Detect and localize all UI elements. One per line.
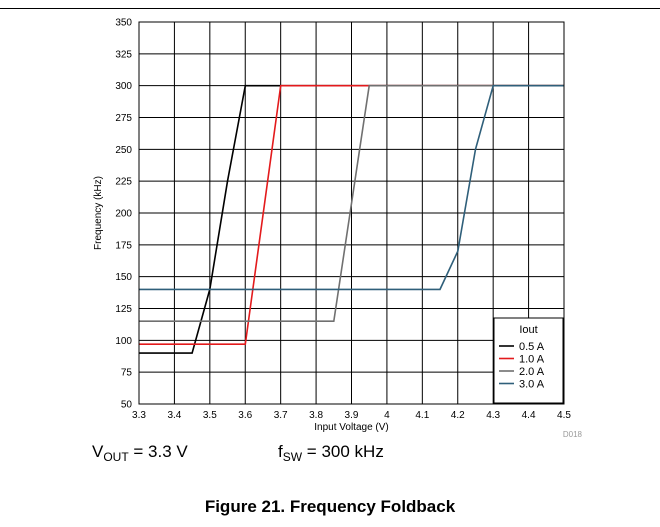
fsw-value: = 300 kHz [302, 442, 384, 461]
legend-label: 1.0 A [519, 354, 545, 366]
x-tick-label: 4 [384, 410, 390, 421]
y-tick-label: 300 [115, 81, 132, 92]
x-tick-label: 3.6 [238, 410, 252, 421]
y-tick-label: 175 [115, 240, 132, 251]
y-tick-label: 250 [115, 145, 132, 156]
x-tick-label: 4.3 [486, 410, 500, 421]
y-tick-labels: 50 75 100 125 150 175 200 225 250 275 300 325 350 [115, 18, 132, 411]
series-line-2-0-A [139, 84, 564, 323]
x-tick-label: 3.8 [309, 410, 323, 421]
y-tick-label: 275 [115, 113, 132, 124]
vout-condition: VOUT = 3.3 V [92, 442, 188, 464]
frequency-foldback-chart: 3.3 3.4 3.5 3.6 3.7 3.8 3.9 4 4.1 4.2 4.3 4.4 4.5 50… [93, 18, 583, 440]
y-tick-label: 150 [115, 272, 132, 283]
x-tick-labels: 3.3 3.4 3.5 3.6 3.7 3.8 3.9 4 4.1 4.2 4.3 4.4 4.5 [132, 410, 571, 421]
x-tick-label: 3.5 [203, 410, 217, 421]
vout-value: = 3.3 V [128, 442, 188, 461]
legend-label: 2.0 A [519, 366, 545, 378]
y-tick-label: 125 [115, 304, 132, 315]
legend-label: 3.0 A [519, 379, 545, 391]
y-tick-label: 75 [121, 368, 133, 379]
x-tick-label: 3.3 [132, 410, 146, 421]
top-rule [0, 8, 660, 9]
y-tick-label: 225 [115, 177, 132, 188]
legend-box [493, 317, 564, 404]
fsw-symbol: f [278, 442, 283, 461]
y-tick-label: 350 [115, 18, 132, 29]
legend-title: Iout [519, 324, 537, 336]
legend-label: 0.5 A [519, 341, 545, 353]
x-tick-label: 4.5 [557, 410, 571, 421]
x-tick-label: 3.9 [345, 410, 359, 421]
x-tick-label: 4.4 [522, 410, 536, 421]
fsw-subscript: SW [282, 450, 303, 464]
chart-series [139, 84, 564, 354]
x-tick-label: 3.4 [167, 410, 181, 421]
vout-symbol: V [92, 442, 104, 461]
vout-subscript: OUT [103, 450, 129, 464]
x-axis-label: Input Voltage (V) [314, 422, 389, 433]
x-tick-label: 4.2 [451, 410, 465, 421]
y-tick-label: 200 [115, 209, 132, 220]
y-tick-label: 325 [115, 49, 132, 60]
chart-legend: Iout 0.5 A1.0 A2.0 A3.0 A [493, 317, 564, 404]
y-axis-label: Frequency (kHz) [93, 176, 104, 250]
y-tick-label: 50 [121, 400, 133, 411]
x-tick-label: 4.1 [415, 410, 429, 421]
figure-code: D018 [563, 430, 583, 439]
figure-caption: Figure 21. Frequency Foldback [204, 497, 456, 516]
plot-frame [138, 21, 565, 405]
x-tick-label: 3.7 [274, 410, 288, 421]
y-tick-label: 100 [115, 336, 132, 347]
series-line-3-0-A [139, 84, 564, 291]
fsw-condition: fSW = 300 kHz [278, 442, 384, 464]
